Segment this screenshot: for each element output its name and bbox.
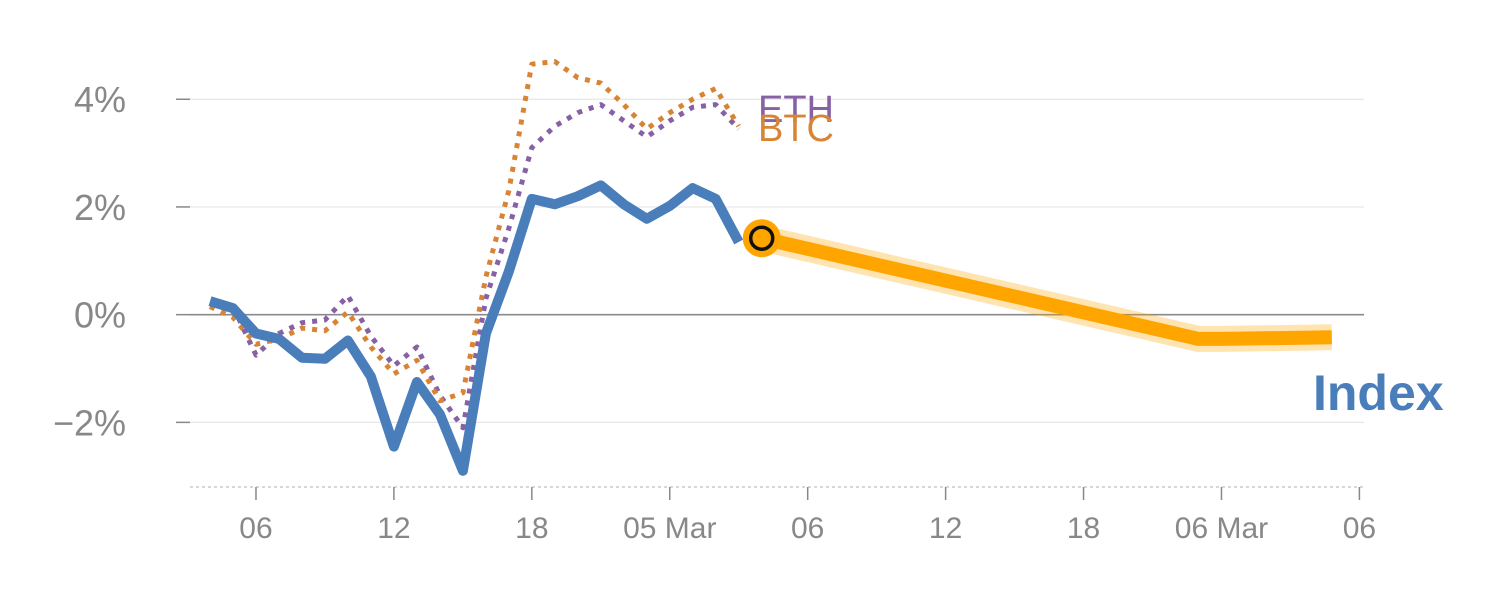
x-tick-label: 06 Mar bbox=[1175, 512, 1268, 545]
series-label-btc: BTC bbox=[758, 108, 834, 150]
series-lines bbox=[208, 59, 1332, 476]
current-point-marker bbox=[742, 219, 781, 258]
x-axis-ticks: 06 12 18 05 Mar 06 12 18 06 Mar 06 bbox=[239, 487, 1376, 545]
x-tick-label: 06 bbox=[1343, 512, 1376, 545]
x-tick-label: 12 bbox=[929, 512, 962, 545]
x-tick-label: 18 bbox=[515, 512, 548, 545]
y-axis-ticks: 4% 2% 0% −2% bbox=[53, 79, 190, 443]
forecast-band bbox=[760, 231, 1332, 346]
x-tick-label: 18 bbox=[1067, 512, 1100, 545]
x-tick-label: 05 Mar bbox=[623, 512, 716, 545]
series-label-eth: ETH bbox=[758, 89, 834, 131]
series-line-btc bbox=[208, 59, 741, 404]
y-tick-label: 2% bbox=[74, 187, 126, 228]
marker-dot bbox=[748, 225, 775, 251]
series-line-index bbox=[208, 180, 744, 476]
x-tick-label: 12 bbox=[377, 512, 410, 545]
series-line-eth bbox=[209, 102, 741, 431]
series-labels: ETH BTC Index bbox=[758, 89, 1444, 421]
y-tick-label: −2% bbox=[53, 402, 126, 443]
x-tick-label: 06 bbox=[239, 512, 272, 545]
y-tick-label: 0% bbox=[74, 295, 126, 336]
y-tick-label: 4% bbox=[74, 79, 126, 120]
x-tick-label: 06 bbox=[791, 512, 824, 545]
series-label-index: Index bbox=[1313, 365, 1444, 421]
